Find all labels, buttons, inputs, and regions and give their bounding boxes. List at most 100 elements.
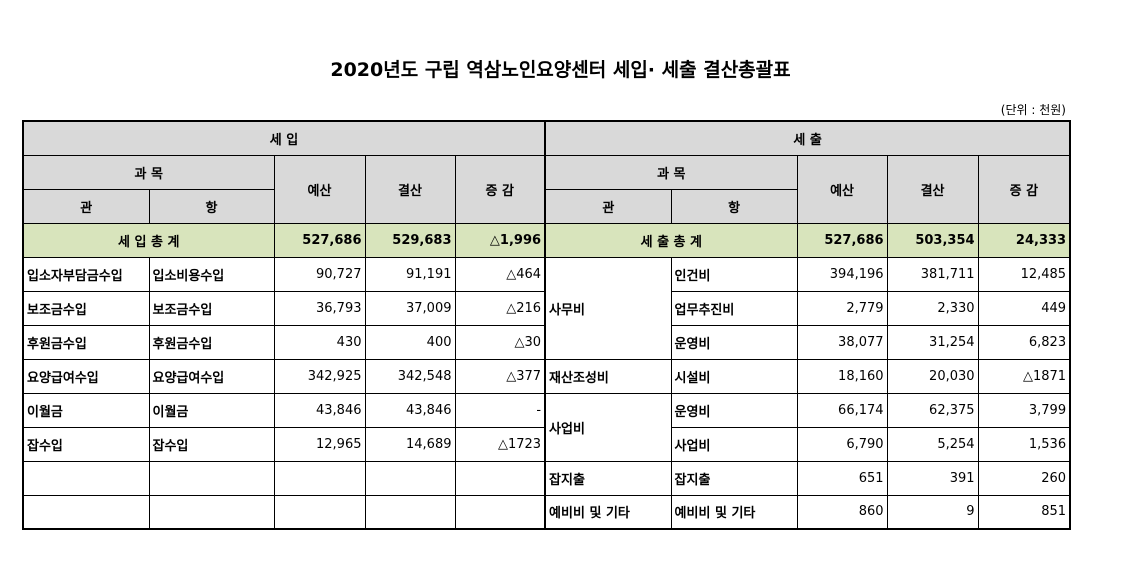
expense-gwan: 사업비 <box>544 392 672 462</box>
income-total-budget: 527,686 <box>273 222 366 258</box>
income-hang: 보조금수입 <box>148 290 275 326</box>
expense-budget: 651 <box>796 460 888 496</box>
expense-hang-header: 항 <box>670 188 798 224</box>
expense-gwan: 재산조성비 <box>544 358 672 394</box>
income-settlement-header: 결산 <box>364 154 456 224</box>
income-header: 세 입 <box>22 120 547 156</box>
expense-hang: 예비비 및 기타 <box>670 494 798 530</box>
expense-change-header: 증 감 <box>977 154 1071 224</box>
expense-settlement: 381,711 <box>886 256 979 292</box>
expense-hang: 인건비 <box>670 256 798 292</box>
table-row: 후원금수입 후원금수입 430 400 △30 운영비 38,077 31,25… <box>22 324 1071 360</box>
expense-budget: 6,790 <box>796 426 888 462</box>
expense-gwan: 사무비 <box>544 256 672 360</box>
income-settlement: 37,009 <box>364 290 456 326</box>
income-budget: 90,727 <box>273 256 366 292</box>
table-row: 잡지출 잡지출 651 391 260 <box>22 460 1071 496</box>
expense-budget: 18,160 <box>796 358 888 394</box>
expense-change: 6,823 <box>977 324 1071 360</box>
income-change: △377 <box>454 358 547 394</box>
expense-total-change: 24,333 <box>977 222 1071 258</box>
expense-hang: 운영비 <box>670 392 798 428</box>
unit-label: (단위 : 천원) <box>1000 103 1066 117</box>
income-total-change: △1,996 <box>454 222 547 258</box>
income-hang: 입소비용수입 <box>148 256 275 292</box>
income-gwan: 입소자부담금수입 <box>22 256 150 292</box>
header-row-3: 관 항 관 항 <box>22 188 1070 224</box>
table-row: 보조금수입 보조금수입 36,793 37,009 △216 업무추진비 2,7… <box>22 290 1071 326</box>
income-settlement: 91,191 <box>364 256 456 292</box>
expense-total-label: 세 출 총 계 <box>544 222 798 258</box>
expense-budget-header: 예산 <box>796 154 888 224</box>
expense-hang: 사업비 <box>670 426 798 462</box>
expense-hang: 운영비 <box>670 324 798 360</box>
expense-change: 3,799 <box>977 392 1071 428</box>
total-row: 세 입 총 계 527,686 529,683 △1,996 세 출 총 계 5… <box>22 222 1071 258</box>
income-budget: 342,925 <box>273 358 366 394</box>
income-gwan: 이월금 <box>22 392 150 428</box>
income-hang <box>148 460 275 496</box>
income-change: △216 <box>454 290 547 326</box>
expense-total-budget: 527,686 <box>796 222 888 258</box>
expense-gwan-header: 관 <box>544 188 672 224</box>
expense-budget: 860 <box>796 494 888 530</box>
income-settlement: 342,548 <box>364 358 456 394</box>
expense-total-settlement: 503,354 <box>886 222 979 258</box>
expense-settlement: 9 <box>886 494 979 530</box>
income-change: △30 <box>454 324 547 360</box>
income-gwan <box>22 460 150 496</box>
income-budget: 12,965 <box>273 426 366 462</box>
expense-subject-header: 과 목 <box>544 154 798 190</box>
expense-change: 1,536 <box>977 426 1071 462</box>
table-row: 예비비 및 기타 예비비 및 기타 860 9 851 <box>22 494 1071 530</box>
income-gwan: 잡수입 <box>22 426 150 462</box>
income-budget: 430 <box>273 324 366 360</box>
expense-budget: 2,779 <box>796 290 888 326</box>
table-row: 이월금 이월금 43,846 43,846 - 사업비 운영비 66,174 6… <box>22 392 1071 462</box>
expense-change: 12,485 <box>977 256 1071 292</box>
income-budget <box>273 494 366 530</box>
income-change <box>454 494 547 530</box>
expense-settlement: 5,254 <box>886 426 979 462</box>
income-gwan: 요양급여수입 <box>22 358 150 394</box>
expense-hang: 잡지출 <box>670 460 798 496</box>
expense-hang: 업무추진비 <box>670 290 798 326</box>
header-row-2: 과 목 예산 결산 증 감 과 목 예산 결산 증 감 <box>22 154 1071 224</box>
income-hang-header: 항 <box>148 188 275 224</box>
table-row: 잡수입 잡수입 12,965 14,689 △1723 사업비 6,790 5,… <box>22 426 1071 462</box>
expense-change: 851 <box>977 494 1071 530</box>
settlement-table: 세 입 세 출 과 목 예산 결산 증 감 과 목 예산 결산 증 감 관 항 … <box>22 120 1072 530</box>
income-total-settlement: 529,683 <box>364 222 456 258</box>
income-hang: 요양급여수입 <box>148 358 275 394</box>
income-budget: 36,793 <box>273 290 366 326</box>
income-change <box>454 460 547 496</box>
income-hang: 후원금수입 <box>148 324 275 360</box>
income-change: △464 <box>454 256 547 292</box>
income-settlement <box>364 494 456 530</box>
income-hang: 잡수입 <box>148 426 275 462</box>
expense-budget: 66,174 <box>796 392 888 428</box>
header-row-1: 세 입 세 출 <box>22 120 1071 156</box>
expense-change: △1871 <box>977 358 1071 394</box>
income-change: - <box>454 392 547 428</box>
income-gwan <box>22 494 150 530</box>
income-gwan: 보조금수입 <box>22 290 150 326</box>
income-subject-header: 과 목 <box>22 154 275 190</box>
income-settlement: 14,689 <box>364 426 456 462</box>
income-budget-header: 예산 <box>273 154 366 224</box>
table-row: 입소자부담금수입 입소비용수입 90,727 91,191 △464 사무비 인… <box>22 256 1071 360</box>
income-gwan-header: 관 <box>22 188 150 224</box>
page-title: 2020년도 구립 역삼노인요양센터 세입· 세출 결산총괄표 <box>330 59 791 81</box>
income-gwan: 후원금수입 <box>22 324 150 360</box>
income-change: △1723 <box>454 426 547 462</box>
expense-settlement: 31,254 <box>886 324 979 360</box>
expense-header: 세 출 <box>544 120 1071 156</box>
expense-settlement: 2,330 <box>886 290 979 326</box>
expense-change: 260 <box>977 460 1071 496</box>
expense-settlement: 20,030 <box>886 358 979 394</box>
income-hang <box>148 494 275 530</box>
expense-change: 449 <box>977 290 1071 326</box>
income-settlement: 43,846 <box>364 392 456 428</box>
income-change-header: 증 감 <box>454 154 547 224</box>
expense-settlement: 391 <box>886 460 979 496</box>
